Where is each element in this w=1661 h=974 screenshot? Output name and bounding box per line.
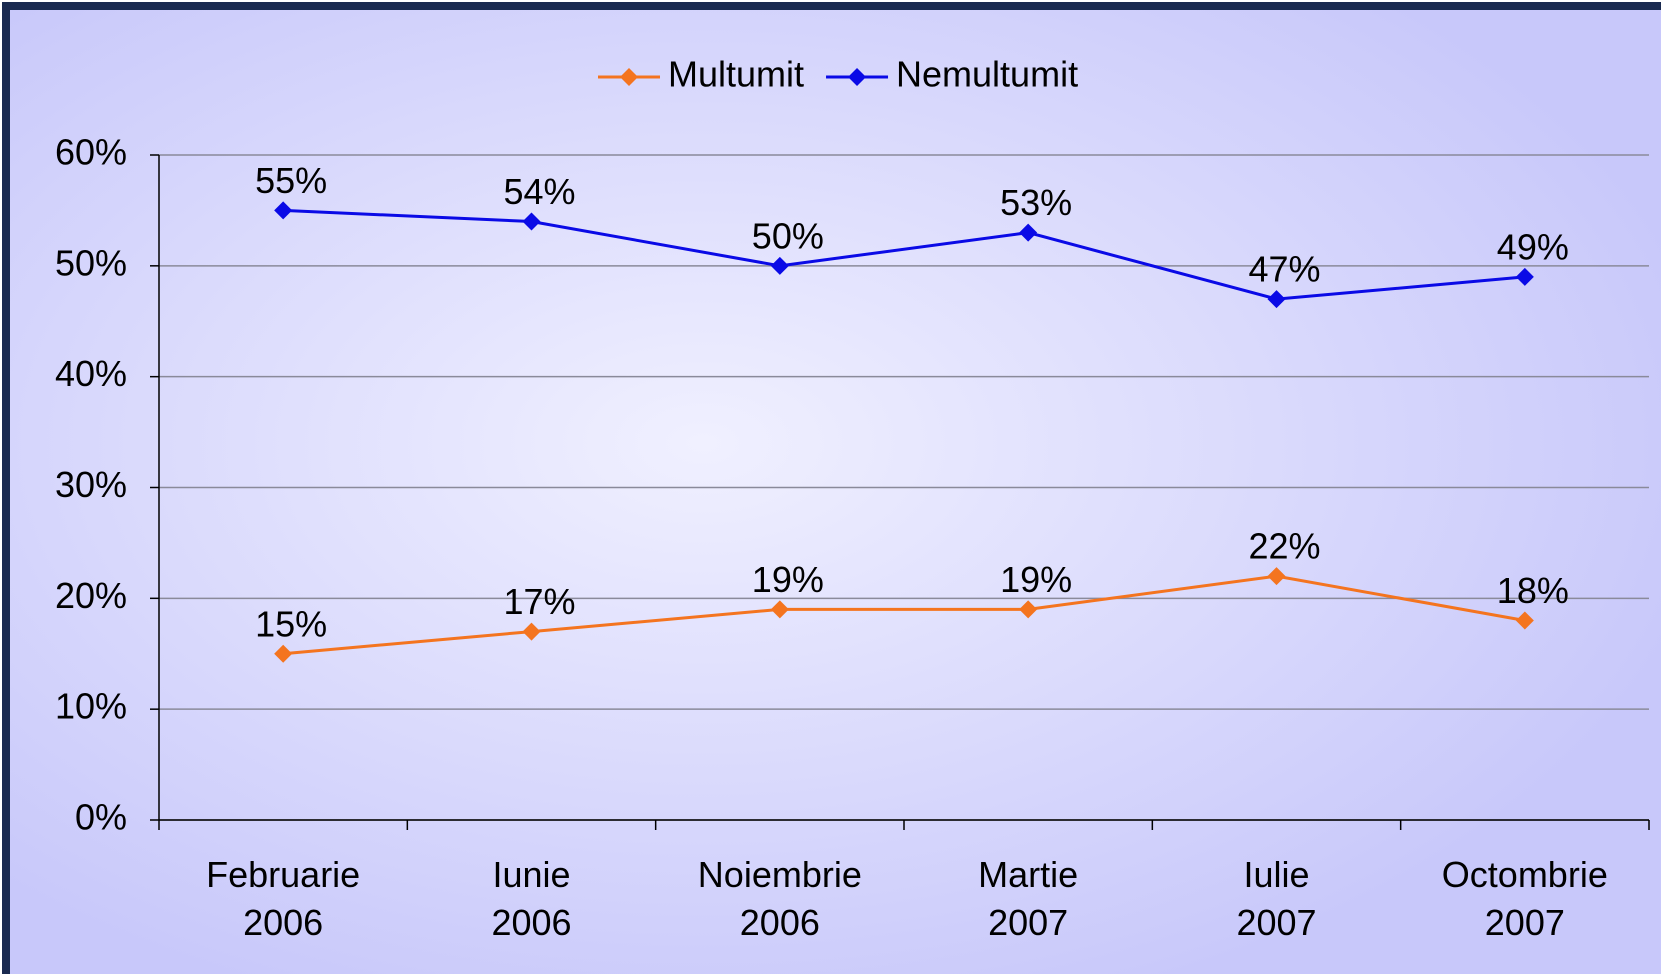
y-tick-label: 50%: [55, 242, 127, 283]
data-label: 54%: [503, 171, 575, 212]
data-label: 17%: [503, 581, 575, 622]
data-label: 22%: [1248, 526, 1320, 567]
data-label: 19%: [752, 559, 824, 600]
legend-marker: [620, 68, 638, 86]
data-label: 55%: [255, 160, 327, 201]
x-tick-label: Noiembrie 2006: [698, 854, 862, 943]
data-point: [274, 644, 293, 663]
legend-label: Nemultumit: [896, 54, 1078, 95]
x-tick-label: Februarie 2006: [206, 854, 360, 943]
data-point: [770, 600, 789, 619]
x-tick-label: Iunie 2006: [491, 854, 571, 943]
x-tick-label: Martie 2007: [978, 854, 1078, 943]
data-point: [522, 212, 541, 231]
data-label: 19%: [1000, 559, 1072, 600]
data-point: [770, 256, 789, 275]
data-point: [1267, 567, 1286, 586]
y-tick-label: 30%: [55, 464, 127, 505]
data-label: 53%: [1000, 182, 1072, 223]
x-tick-label: Octombrie 2007: [1442, 854, 1608, 943]
data-point: [1019, 223, 1038, 242]
data-label: 47%: [1248, 249, 1320, 290]
data-label: 49%: [1497, 226, 1569, 267]
data-point: [1515, 611, 1534, 630]
series-line: [283, 574, 1526, 656]
y-tick-label: 40%: [55, 353, 127, 394]
y-tick-label: 10%: [55, 686, 127, 727]
data-point: [274, 201, 293, 220]
data-point: [1515, 267, 1534, 286]
data-label: 15%: [255, 603, 327, 644]
y-tick-label: 20%: [55, 575, 127, 616]
data-point: [522, 622, 541, 641]
series-line: [283, 208, 1525, 301]
legend-label: Multumit: [668, 54, 804, 95]
y-tick-label: 60%: [55, 132, 127, 173]
legend-marker: [848, 68, 867, 86]
data-point: [1019, 600, 1038, 619]
data-point: [1267, 290, 1286, 309]
data-label: 50%: [752, 215, 824, 256]
x-tick-label: Iulie 2007: [1236, 854, 1316, 943]
data-label: 18%: [1497, 570, 1569, 611]
y-tick-label: 0%: [75, 797, 127, 838]
